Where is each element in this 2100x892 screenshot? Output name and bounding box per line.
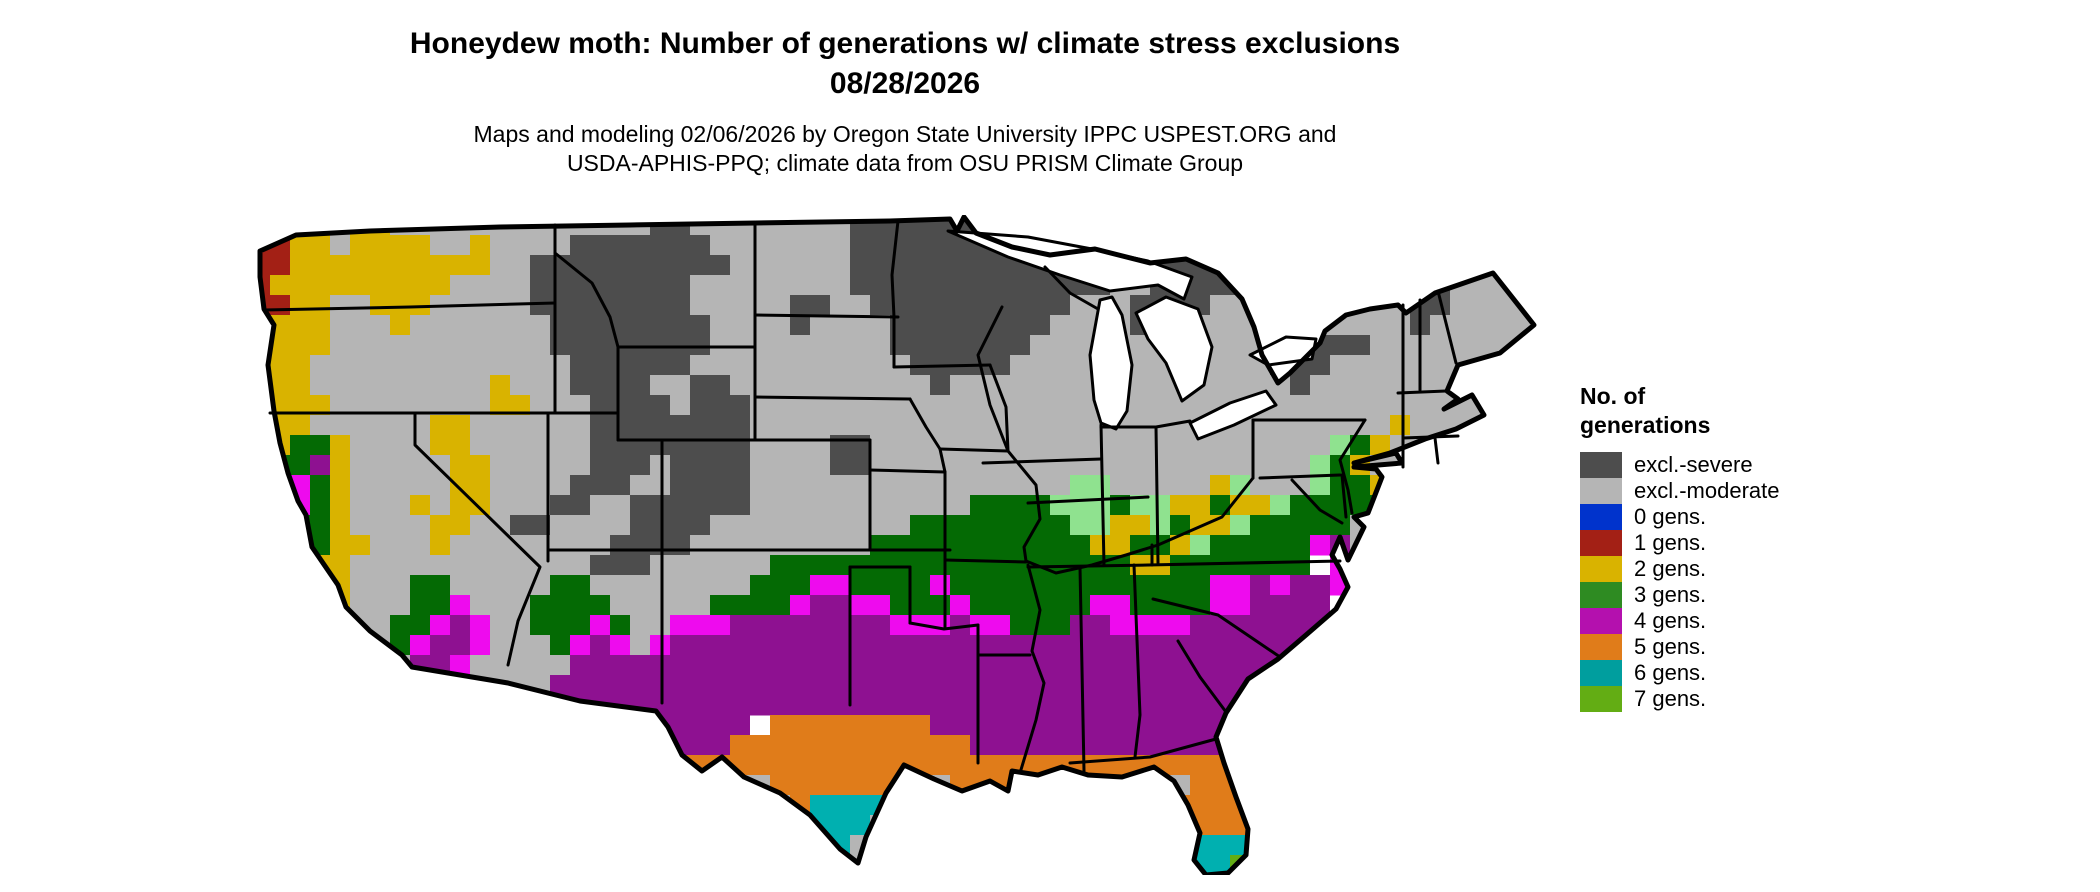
state-border-line (413, 411, 542, 667)
legend-item: 7 gens. (1580, 686, 1980, 712)
state-border-line (981, 457, 1103, 465)
state-border-line (1151, 597, 1282, 659)
legend-swatch (1580, 582, 1622, 608)
lake-shape (1188, 389, 1278, 441)
legend-label: 6 gens. (1634, 660, 1707, 685)
legend-swatch (1580, 504, 1622, 530)
us-generations-map (250, 215, 1550, 875)
state-border-line (1433, 436, 1440, 465)
legend-label: 0 gens. (1634, 504, 1707, 529)
state-border-line (1043, 265, 1100, 311)
legend-item: 3 gens. (1580, 582, 1980, 608)
state-border-line (988, 363, 1010, 453)
legend-label: 7 gens. (1634, 686, 1707, 711)
state-border-line (938, 447, 1010, 453)
state-border-line (1078, 565, 1086, 773)
state-border-line (976, 305, 1010, 453)
state-border-line (1338, 418, 1367, 515)
legend-swatch (1580, 452, 1622, 478)
legend-label: excl.-moderate (1634, 478, 1780, 503)
state-border-line (1396, 389, 1448, 395)
legend-item: 5 gens. (1580, 634, 1980, 660)
legend-item: 1 gens. (1580, 530, 1980, 556)
us-map-svg (257, 215, 1537, 875)
legend-swatch (1580, 608, 1622, 634)
state-border-line (1024, 476, 1255, 575)
legend-item: excl.-moderate (1580, 478, 1980, 504)
state-border-line (1132, 563, 1142, 759)
state-border-line (753, 395, 912, 401)
subtitle-block: Maps and modeling 02/06/2026 by Oregon S… (0, 120, 1810, 178)
legend-swatch (1580, 556, 1622, 582)
state-border-line (1436, 289, 1458, 365)
legend-title-line1: No. of (1580, 383, 1646, 409)
legend-item: 0 gens. (1580, 504, 1980, 530)
state-border-line (1006, 449, 1042, 563)
state-border-line (1018, 563, 1046, 775)
legend-label: excl.-severe (1634, 452, 1753, 477)
state-border-line (553, 251, 620, 349)
state-border-line (262, 301, 557, 312)
state-borders (262, 219, 1460, 775)
legend-items: excl.-severe excl.-moderate 0 gens. 1 gens.… (1580, 452, 1980, 712)
state-border-line (868, 468, 947, 474)
legend-item: 4 gens. (1580, 608, 1980, 634)
state-border-line (1099, 423, 1106, 567)
state-border-line (1026, 495, 1150, 505)
legend-label: 1 gens. (1634, 530, 1707, 555)
state-border-line (908, 621, 980, 631)
legend-swatch (1580, 478, 1622, 504)
lake-shape (1088, 295, 1134, 431)
map-title: Honeydew moth: Number of generations w/ … (409, 27, 1401, 60)
state-border-line (892, 363, 992, 369)
legend-swatch (1580, 686, 1622, 712)
state-border-line (1154, 425, 1160, 565)
legend-item: excl.-severe (1580, 452, 1980, 478)
lake-shape (1134, 295, 1214, 403)
state-border-line (1290, 478, 1344, 525)
legend-item: 6 gens. (1580, 660, 1980, 686)
map-credit-line1: Maps and modeling 02/06/2026 by Oregon S… (473, 121, 1337, 147)
legend-label: 2 gens. (1634, 556, 1707, 581)
legend-swatch (1580, 634, 1622, 660)
state-border-line (1068, 737, 1218, 765)
title-block: Honeydew moth: Number of generations w/ … (0, 24, 1810, 104)
legend: No. of generations excl.-severe excl.-mod… (1580, 382, 1980, 712)
state-border-line (1176, 639, 1228, 714)
legend-label: 5 gens. (1634, 634, 1707, 659)
legend-label: 4 gens. (1634, 608, 1707, 633)
legend-title-line2: generations (1580, 412, 1711, 438)
state-border-line (1099, 419, 1192, 429)
national-outline (257, 215, 1537, 875)
state-border-line (1340, 473, 1348, 519)
state-border-line (943, 558, 1028, 564)
map-credit-line2: USDA-APHIS-PPQ; climate data from OSU PR… (566, 150, 1244, 176)
state-border-line (890, 219, 900, 319)
state-border-line (1146, 559, 1342, 567)
legend-swatch (1580, 660, 1622, 686)
state-border-line (753, 313, 900, 319)
legend-swatch (1580, 530, 1622, 556)
state-border-line (1258, 473, 1342, 480)
map-date: 08/28/2026 (829, 67, 981, 100)
state-border-line (908, 397, 947, 474)
legend-item: 2 gens. (1580, 556, 1980, 582)
legend-label: 3 gens. (1634, 582, 1707, 607)
